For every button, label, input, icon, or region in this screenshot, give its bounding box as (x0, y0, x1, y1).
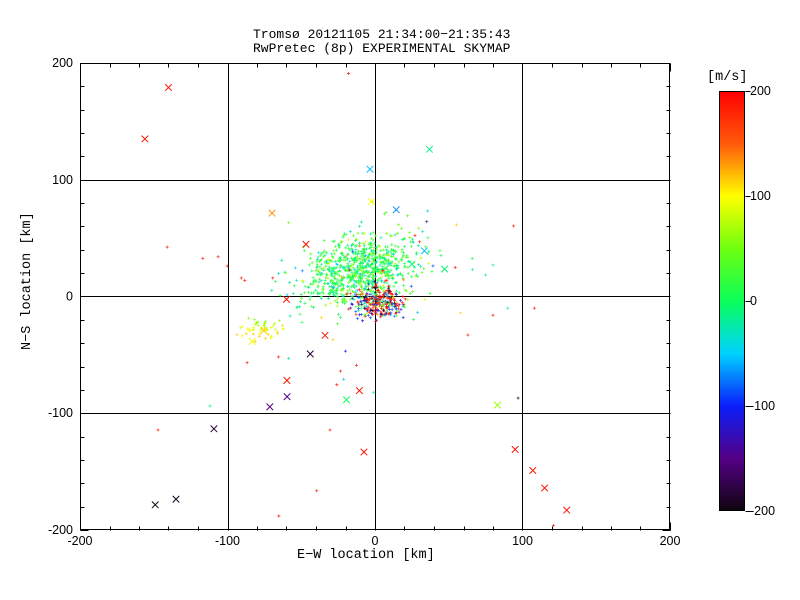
svg-text:0: 0 (66, 290, 73, 304)
svg-text:-100: -100 (48, 406, 73, 420)
svg-text:200: 200 (750, 84, 771, 98)
svg-text:200: 200 (660, 534, 681, 548)
svg-text:100: 100 (750, 189, 771, 203)
svg-text:-200: -200 (48, 523, 73, 537)
svg-text:0: 0 (750, 294, 757, 308)
svg-text:100: 100 (512, 534, 533, 548)
svg-text:-100: -100 (750, 399, 775, 413)
svg-text:100: 100 (52, 173, 73, 187)
svg-text:-200: -200 (750, 504, 775, 518)
svg-text:0: 0 (372, 534, 379, 548)
svg-text:200: 200 (52, 56, 73, 70)
svg-text:-100: -100 (215, 534, 240, 548)
